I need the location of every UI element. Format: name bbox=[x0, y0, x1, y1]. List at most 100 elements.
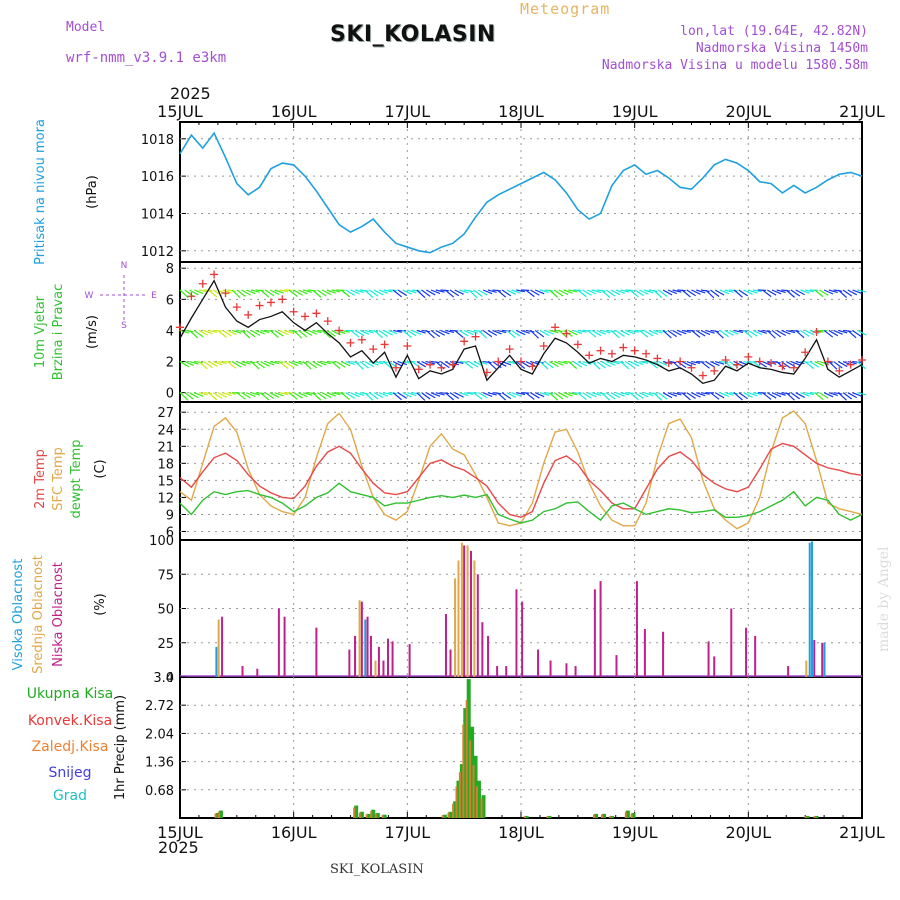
wind-barb bbox=[776, 329, 786, 337]
wind-barb bbox=[307, 329, 318, 335]
wind-barb bbox=[705, 329, 715, 334]
wind-barb bbox=[615, 392, 625, 397]
wind-gust-marker bbox=[494, 357, 503, 366]
model-name: wrf-nmm_v3.9.1 e3km bbox=[66, 50, 227, 66]
wind-barb bbox=[506, 392, 517, 398]
wind-barb bbox=[506, 360, 516, 365]
wind-barb bbox=[605, 392, 616, 400]
time-label-top: 19JUL bbox=[612, 102, 658, 121]
cloud-bar bbox=[505, 666, 508, 677]
cloud-bar bbox=[377, 646, 380, 677]
wind-barb bbox=[809, 361, 820, 368]
wind-barb bbox=[430, 360, 440, 364]
wind-barb bbox=[331, 361, 341, 370]
wind-barb bbox=[355, 289, 365, 294]
precip-conv-bar bbox=[353, 807, 356, 818]
wind-barb bbox=[269, 289, 280, 296]
wind-gust-marker bbox=[835, 366, 844, 375]
wind-barb bbox=[373, 329, 383, 339]
precip-bar bbox=[456, 780, 461, 818]
wind-barb bbox=[781, 392, 791, 395]
wind-barb bbox=[440, 289, 449, 292]
wind-barb bbox=[639, 392, 649, 398]
wind-barb bbox=[733, 329, 744, 334]
wind-gust-marker bbox=[391, 363, 400, 372]
wind-gust-marker bbox=[607, 349, 616, 358]
wind-barb bbox=[241, 360, 251, 365]
wind-barb bbox=[459, 289, 469, 294]
wind-barb bbox=[828, 392, 838, 396]
wind-barb bbox=[463, 329, 474, 336]
wind-barb bbox=[226, 361, 237, 369]
wind-barb bbox=[478, 392, 488, 399]
wind-barb bbox=[686, 360, 696, 366]
wind-gust-marker bbox=[767, 359, 776, 368]
wind-barb bbox=[672, 329, 682, 336]
wind-barb bbox=[203, 361, 213, 369]
wind-barb bbox=[260, 392, 270, 401]
wind-axis-title-2: Brzina i Pravac bbox=[51, 284, 66, 381]
wind-barb bbox=[198, 361, 208, 370]
wind-barb bbox=[743, 360, 753, 365]
wind-barb bbox=[743, 329, 753, 338]
wind-gust-marker bbox=[357, 335, 366, 344]
wind-barb bbox=[279, 392, 289, 396]
wind-barb bbox=[473, 392, 483, 400]
compass-cross bbox=[100, 275, 148, 320]
wind-barb bbox=[615, 360, 625, 364]
wind-barb bbox=[506, 289, 517, 296]
precip-bar bbox=[594, 813, 599, 818]
wind-barb bbox=[748, 289, 758, 294]
cloud-bar bbox=[813, 640, 816, 677]
wind-barb bbox=[762, 329, 772, 333]
wind-barb bbox=[321, 289, 332, 296]
product-title: Meteogram bbox=[520, 0, 611, 18]
y-tick-label: 1014 bbox=[141, 207, 174, 222]
wind-barb bbox=[800, 392, 810, 397]
wind-barb bbox=[847, 392, 858, 399]
wind-barb bbox=[511, 392, 521, 397]
wind-barb bbox=[184, 361, 194, 366]
wind-barb bbox=[317, 289, 327, 297]
precip-bar bbox=[470, 726, 475, 818]
cloud-bar bbox=[821, 642, 824, 677]
time-label-bottom: 19JUL bbox=[612, 823, 658, 842]
wind-barb bbox=[340, 361, 351, 367]
wind-barb bbox=[544, 361, 554, 369]
cloud-bar bbox=[615, 655, 618, 677]
cloud-axis-title-2: Srednja Oblacnost bbox=[31, 555, 46, 674]
wind-barb bbox=[435, 329, 445, 336]
wind-barb bbox=[804, 361, 815, 370]
wind-barb bbox=[553, 289, 564, 297]
wind-barb bbox=[179, 361, 190, 368]
precip-conv-bar bbox=[630, 813, 633, 818]
wind-barb bbox=[359, 289, 369, 292]
wind-barb bbox=[246, 392, 256, 398]
wind-barb bbox=[539, 289, 549, 294]
wind-barb bbox=[790, 329, 800, 332]
pressure-axis-title: Pritisak na nivou mora bbox=[33, 119, 48, 265]
wind-gust-marker bbox=[732, 360, 741, 369]
wind-barb bbox=[269, 329, 279, 338]
precip-bar bbox=[805, 815, 810, 818]
wind-barb bbox=[591, 361, 601, 370]
wind-barb bbox=[440, 392, 450, 395]
wind-barb bbox=[411, 329, 422, 335]
wind-barb bbox=[624, 361, 635, 368]
time-label-bottom: 21JUL bbox=[839, 823, 885, 842]
wind-barb bbox=[624, 329, 635, 335]
wind-barb bbox=[468, 329, 478, 334]
wind-barb bbox=[601, 289, 611, 298]
wind-barb bbox=[634, 360, 644, 366]
wind-barb bbox=[440, 361, 450, 369]
wind-barb bbox=[714, 330, 724, 339]
wind-barb bbox=[781, 329, 791, 335]
wind-barb bbox=[260, 361, 270, 367]
wind-gust-marker bbox=[630, 346, 639, 355]
wind-barb bbox=[696, 289, 706, 294]
wind-gust-marker bbox=[426, 360, 435, 369]
wind-barb bbox=[648, 329, 659, 335]
wind-barb bbox=[662, 289, 673, 296]
wind-barb bbox=[714, 392, 725, 399]
wind-barb bbox=[658, 361, 668, 366]
